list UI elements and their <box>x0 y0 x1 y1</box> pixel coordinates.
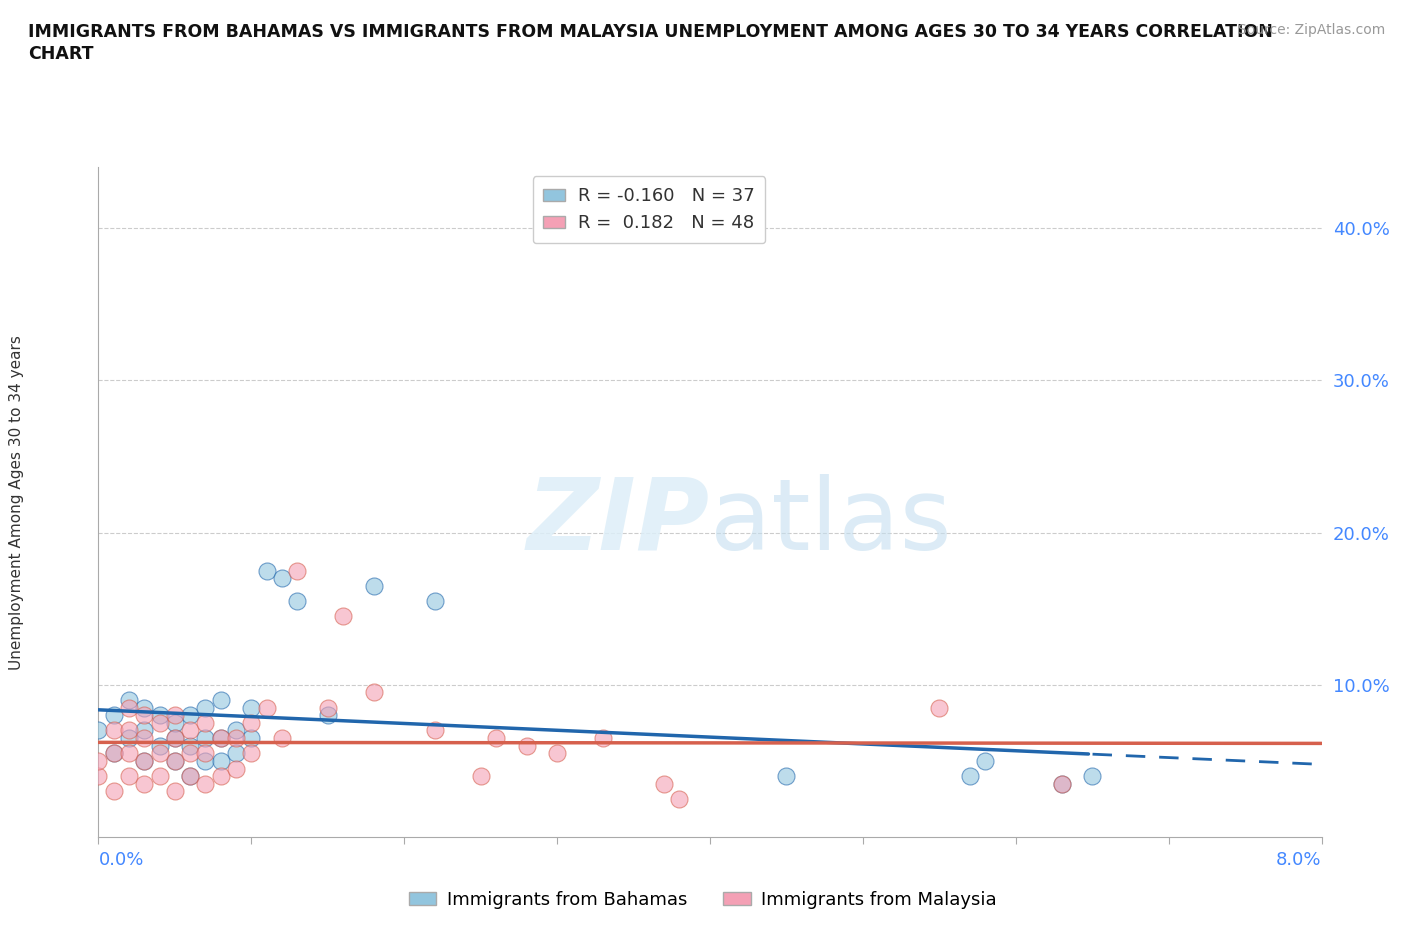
Point <box>270 571 294 586</box>
Point <box>163 731 186 746</box>
Point <box>118 700 141 715</box>
Point <box>149 738 172 753</box>
Point <box>103 784 125 799</box>
Point <box>149 708 172 723</box>
Point <box>423 723 446 737</box>
Point <box>163 715 186 730</box>
Point <box>209 769 232 784</box>
Point <box>103 723 125 737</box>
Text: 0.0%: 0.0% <box>98 851 143 869</box>
Point <box>285 564 308 578</box>
Point <box>149 769 172 784</box>
Point <box>285 593 308 608</box>
Point <box>256 700 278 715</box>
Point <box>103 746 125 761</box>
Text: atlas: atlas <box>710 473 952 571</box>
Point <box>134 723 156 737</box>
Point <box>118 731 141 746</box>
Point <box>103 708 125 723</box>
Point <box>194 700 217 715</box>
Point <box>194 777 217 791</box>
Point <box>546 746 568 761</box>
Text: Unemployment Among Ages 30 to 34 years: Unemployment Among Ages 30 to 34 years <box>10 335 24 670</box>
Point <box>134 731 156 746</box>
Point <box>959 769 981 784</box>
Point <box>209 693 232 708</box>
Point <box>179 746 201 761</box>
Point <box>163 784 186 799</box>
Point <box>516 738 538 753</box>
Point <box>668 791 690 806</box>
Point <box>179 769 201 784</box>
Point <box>363 685 385 700</box>
Point <box>179 708 201 723</box>
Point <box>134 753 156 768</box>
Text: ZIP: ZIP <box>527 473 710 571</box>
Point <box>470 769 492 784</box>
Point <box>240 700 263 715</box>
Point <box>1050 777 1073 791</box>
Point <box>134 753 156 768</box>
Point <box>775 769 797 784</box>
Point <box>256 564 278 578</box>
Point <box>179 769 201 784</box>
Text: CHART: CHART <box>28 45 94 62</box>
Text: 8.0%: 8.0% <box>1277 851 1322 869</box>
Point <box>974 753 997 768</box>
Point <box>118 769 141 784</box>
Point <box>209 731 232 746</box>
Point <box>225 731 247 746</box>
Point <box>1050 777 1073 791</box>
Point <box>118 723 141 737</box>
Point <box>163 753 186 768</box>
Point <box>316 700 339 715</box>
Point <box>209 753 232 768</box>
Point <box>118 746 141 761</box>
Point <box>592 731 614 746</box>
Point <box>87 753 110 768</box>
Point <box>1081 769 1104 784</box>
Text: IMMIGRANTS FROM BAHAMAS VS IMMIGRANTS FROM MALAYSIA UNEMPLOYMENT AMONG AGES 30 T: IMMIGRANTS FROM BAHAMAS VS IMMIGRANTS FR… <box>28 23 1272 41</box>
Point <box>163 708 186 723</box>
Legend: Immigrants from Bahamas, Immigrants from Malaysia: Immigrants from Bahamas, Immigrants from… <box>402 884 1004 916</box>
Point <box>240 731 263 746</box>
Point <box>194 715 217 730</box>
Text: Source: ZipAtlas.com: Source: ZipAtlas.com <box>1237 23 1385 37</box>
Point <box>194 731 217 746</box>
Point <box>240 715 263 730</box>
Point <box>134 777 156 791</box>
Point <box>87 769 110 784</box>
Point <box>134 708 156 723</box>
Legend: R = -0.160   N = 37, R =  0.182   N = 48: R = -0.160 N = 37, R = 0.182 N = 48 <box>533 177 765 243</box>
Point <box>163 731 186 746</box>
Point <box>163 753 186 768</box>
Point <box>179 723 201 737</box>
Point <box>316 708 339 723</box>
Point <box>118 693 141 708</box>
Point <box>423 593 446 608</box>
Point <box>209 731 232 746</box>
Point <box>149 746 172 761</box>
Point <box>240 746 263 761</box>
Point <box>179 738 201 753</box>
Point <box>225 746 247 761</box>
Point <box>363 578 385 593</box>
Point <box>134 700 156 715</box>
Point <box>225 723 247 737</box>
Point <box>225 761 247 776</box>
Point <box>103 746 125 761</box>
Point <box>149 715 172 730</box>
Point <box>270 731 294 746</box>
Point <box>194 753 217 768</box>
Point <box>332 609 354 624</box>
Point <box>194 746 217 761</box>
Point <box>928 700 950 715</box>
Point <box>652 777 675 791</box>
Point <box>485 731 508 746</box>
Point <box>87 723 110 737</box>
